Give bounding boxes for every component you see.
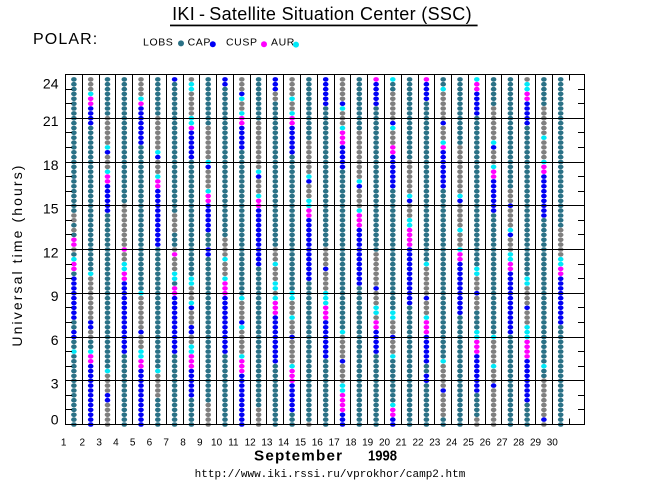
svg-text:1998: 1998	[368, 448, 397, 465]
svg-text:25: 25	[463, 438, 475, 449]
svg-text:18: 18	[345, 438, 357, 449]
svg-text:4: 4	[113, 438, 119, 449]
svg-text:12: 12	[43, 244, 59, 260]
svg-text:http://www.iki.rssi.ru/vprokho: http://www.iki.rssi.ru/vprokhor/camp2.ht…	[195, 469, 466, 481]
svg-text:2: 2	[80, 438, 86, 449]
svg-text:19: 19	[362, 438, 374, 449]
svg-text:1: 1	[61, 438, 67, 449]
svg-text:12: 12	[245, 438, 257, 449]
svg-text:5: 5	[130, 438, 136, 449]
svg-text:20: 20	[379, 438, 391, 449]
svg-text:11: 11	[228, 438, 239, 449]
svg-text:26: 26	[480, 438, 492, 449]
svg-text:LOBS: LOBS	[143, 37, 173, 49]
svg-text:10: 10	[211, 438, 223, 449]
svg-text:17: 17	[329, 438, 341, 449]
svg-text:18: 18	[43, 157, 59, 173]
svg-text:22: 22	[412, 438, 424, 449]
svg-text:CUSP: CUSP	[226, 37, 258, 49]
svg-text:3: 3	[96, 438, 102, 449]
svg-text:21: 21	[43, 113, 59, 129]
svg-text:CAP: CAP	[188, 37, 211, 49]
svg-text:9: 9	[51, 288, 59, 304]
svg-text:28: 28	[513, 438, 525, 449]
svg-text:IKI - Satellite Situation Cent: IKI - Satellite Situation Center (SSC)	[172, 4, 472, 24]
svg-text:21: 21	[396, 438, 408, 449]
svg-text:24: 24	[446, 438, 458, 449]
svg-text:30: 30	[547, 438, 559, 449]
svg-text:0: 0	[51, 412, 59, 428]
svg-text:Universal time (hours): Universal time (hours)	[9, 163, 25, 346]
svg-text:24: 24	[43, 76, 59, 92]
svg-text:6: 6	[147, 438, 153, 449]
svg-text:15: 15	[43, 201, 59, 217]
svg-text:29: 29	[530, 438, 542, 449]
svg-text:23: 23	[429, 438, 441, 449]
svg-text:16: 16	[312, 438, 324, 449]
svg-text:9: 9	[197, 438, 203, 449]
svg-text:3: 3	[51, 376, 59, 392]
svg-text:AUR: AUR	[271, 37, 295, 49]
svg-text:14: 14	[278, 438, 290, 449]
svg-text:7: 7	[163, 438, 169, 449]
svg-text:27: 27	[496, 438, 508, 449]
svg-text:POLAR:: POLAR:	[33, 31, 98, 48]
svg-text:6: 6	[51, 332, 59, 348]
svg-text:13: 13	[261, 438, 273, 449]
svg-text:8: 8	[180, 438, 186, 449]
svg-text:September: September	[254, 448, 342, 465]
svg-text:15: 15	[295, 438, 307, 449]
